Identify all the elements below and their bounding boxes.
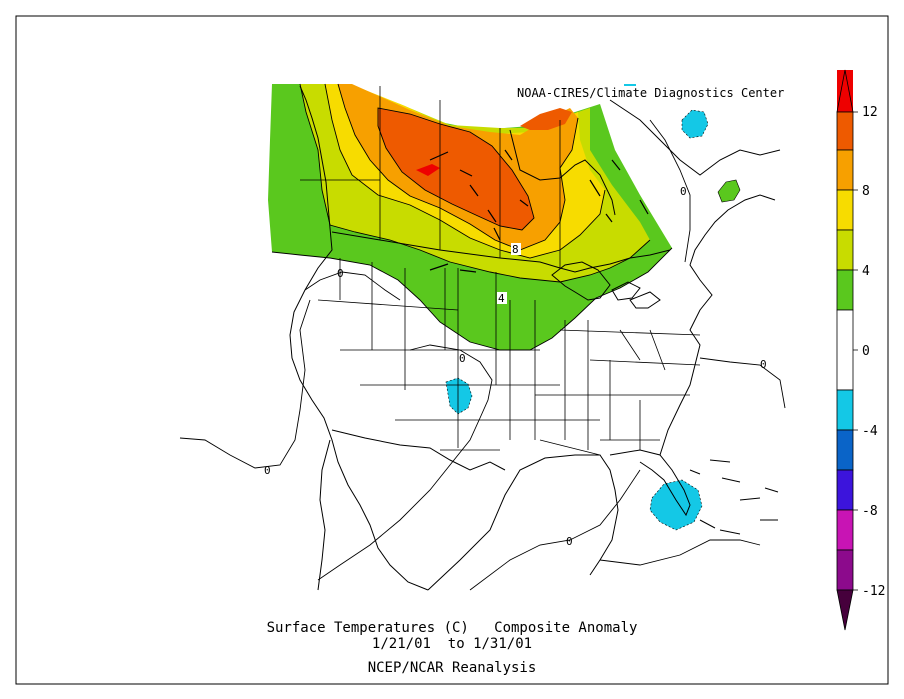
atlantic-coastline bbox=[659, 194, 776, 456]
anomaly-region-above-12 bbox=[416, 164, 440, 176]
anomaly-region-10-12-north bbox=[520, 108, 572, 130]
colorbar-label-minus12: -12 bbox=[862, 584, 885, 599]
shaded-anomaly-regions bbox=[268, 84, 741, 531]
contour-label-0-ne: 0 bbox=[680, 185, 687, 198]
anomaly-region-minus2-minus4-cuba bbox=[649, 479, 703, 531]
labrador-coast bbox=[609, 99, 781, 176]
caption-line-1: Surface Temperatures (C) Composite Anoma… bbox=[266, 620, 638, 636]
caption-line-2: 1/21/01 to 1/31/01 bbox=[371, 636, 533, 652]
colorbar: 12 8 4 0 -4 -8 -12 bbox=[836, 69, 885, 631]
contour-lines bbox=[179, 83, 786, 591]
colorbar-band-minus6-minus8 bbox=[836, 469, 854, 511]
anomaly-region-minus2-minus4-colorado bbox=[445, 377, 473, 415]
contour-label-0-w: 0 bbox=[264, 464, 271, 477]
great-lakes bbox=[551, 261, 661, 309]
northern-lakes bbox=[429, 149, 649, 273]
colorbar-band-neutral bbox=[836, 309, 854, 391]
us-canada-border bbox=[331, 231, 671, 273]
caribbean-islands bbox=[689, 459, 779, 535]
colorbar-band-6-8 bbox=[836, 189, 854, 231]
colorbar-label-minus4: -4 bbox=[862, 424, 878, 439]
colorbar-band-4-6 bbox=[836, 229, 854, 271]
colorbar-band-8-10 bbox=[836, 149, 854, 191]
contour-0-gulf bbox=[469, 469, 641, 591]
anomaly-region-10-12-main bbox=[378, 108, 534, 230]
figure-frame bbox=[15, 15, 889, 685]
colorbar-band-minus2-minus4 bbox=[836, 389, 854, 431]
contour-8 bbox=[337, 83, 579, 251]
florida-coastline bbox=[609, 449, 691, 517]
colorbar-label-0: 0 bbox=[862, 344, 870, 359]
colorbar-band-minus4-minus6 bbox=[836, 429, 854, 471]
colorbar-ticks bbox=[853, 111, 858, 591]
colorbar-label-minus8: -8 bbox=[862, 504, 878, 519]
state-lines bbox=[317, 258, 701, 456]
contour-0-west bbox=[304, 271, 401, 301]
contour-2 bbox=[271, 247, 673, 351]
anomaly-region-minus2-minus4-labrador bbox=[681, 109, 709, 139]
credit-text: NOAA-CIRES/Climate Diagnostics Center bbox=[517, 86, 784, 100]
colorbar-label-4: 4 bbox=[862, 264, 870, 279]
contour-10 bbox=[377, 107, 535, 231]
contour-labels: 8 4 0 0 0 0 0 0 bbox=[264, 185, 767, 548]
contour-0-southeast bbox=[599, 539, 761, 566]
us-mexico-border bbox=[331, 429, 506, 471]
contour-6 bbox=[324, 83, 606, 259]
anomaly-region-minus2-minus4-top bbox=[624, 84, 636, 86]
colorbar-band-10-12 bbox=[836, 111, 854, 151]
contour-label-0-c: 0 bbox=[459, 352, 466, 365]
contour-label-0-s: 0 bbox=[566, 535, 573, 548]
hudson-bay-coast bbox=[509, 129, 616, 216]
gulf-coastline bbox=[427, 454, 619, 591]
anomaly-region-2-4-quebec bbox=[717, 179, 741, 203]
contour-label-0-e: 0 bbox=[760, 358, 767, 371]
boundaries bbox=[289, 85, 781, 591]
contour-label-0-nw: 0 bbox=[337, 267, 344, 280]
colorbar-band-minus10-minus12 bbox=[836, 549, 854, 591]
pacific-coastline bbox=[289, 85, 429, 591]
colorbar-label-8: 8 bbox=[862, 184, 870, 199]
contour-0-pacific bbox=[179, 299, 311, 469]
baja-coastline bbox=[317, 439, 331, 591]
caption-line-3: NCEP/NCAR Reanalysis bbox=[367, 660, 537, 676]
colorbar-label-12: 12 bbox=[862, 105, 878, 120]
province-lines bbox=[300, 86, 561, 268]
contour-0-atlantic bbox=[699, 357, 786, 409]
colorbar-band-2-4 bbox=[836, 269, 854, 311]
contour-0-canada-east bbox=[649, 119, 691, 263]
contour-label-4: 4 bbox=[498, 292, 505, 305]
colorbar-band-minus8-minus10 bbox=[836, 509, 854, 551]
contour-label-8: 8 bbox=[512, 243, 519, 256]
colorbar-bottom-arrow bbox=[836, 589, 854, 631]
contour-4 bbox=[299, 83, 651, 283]
